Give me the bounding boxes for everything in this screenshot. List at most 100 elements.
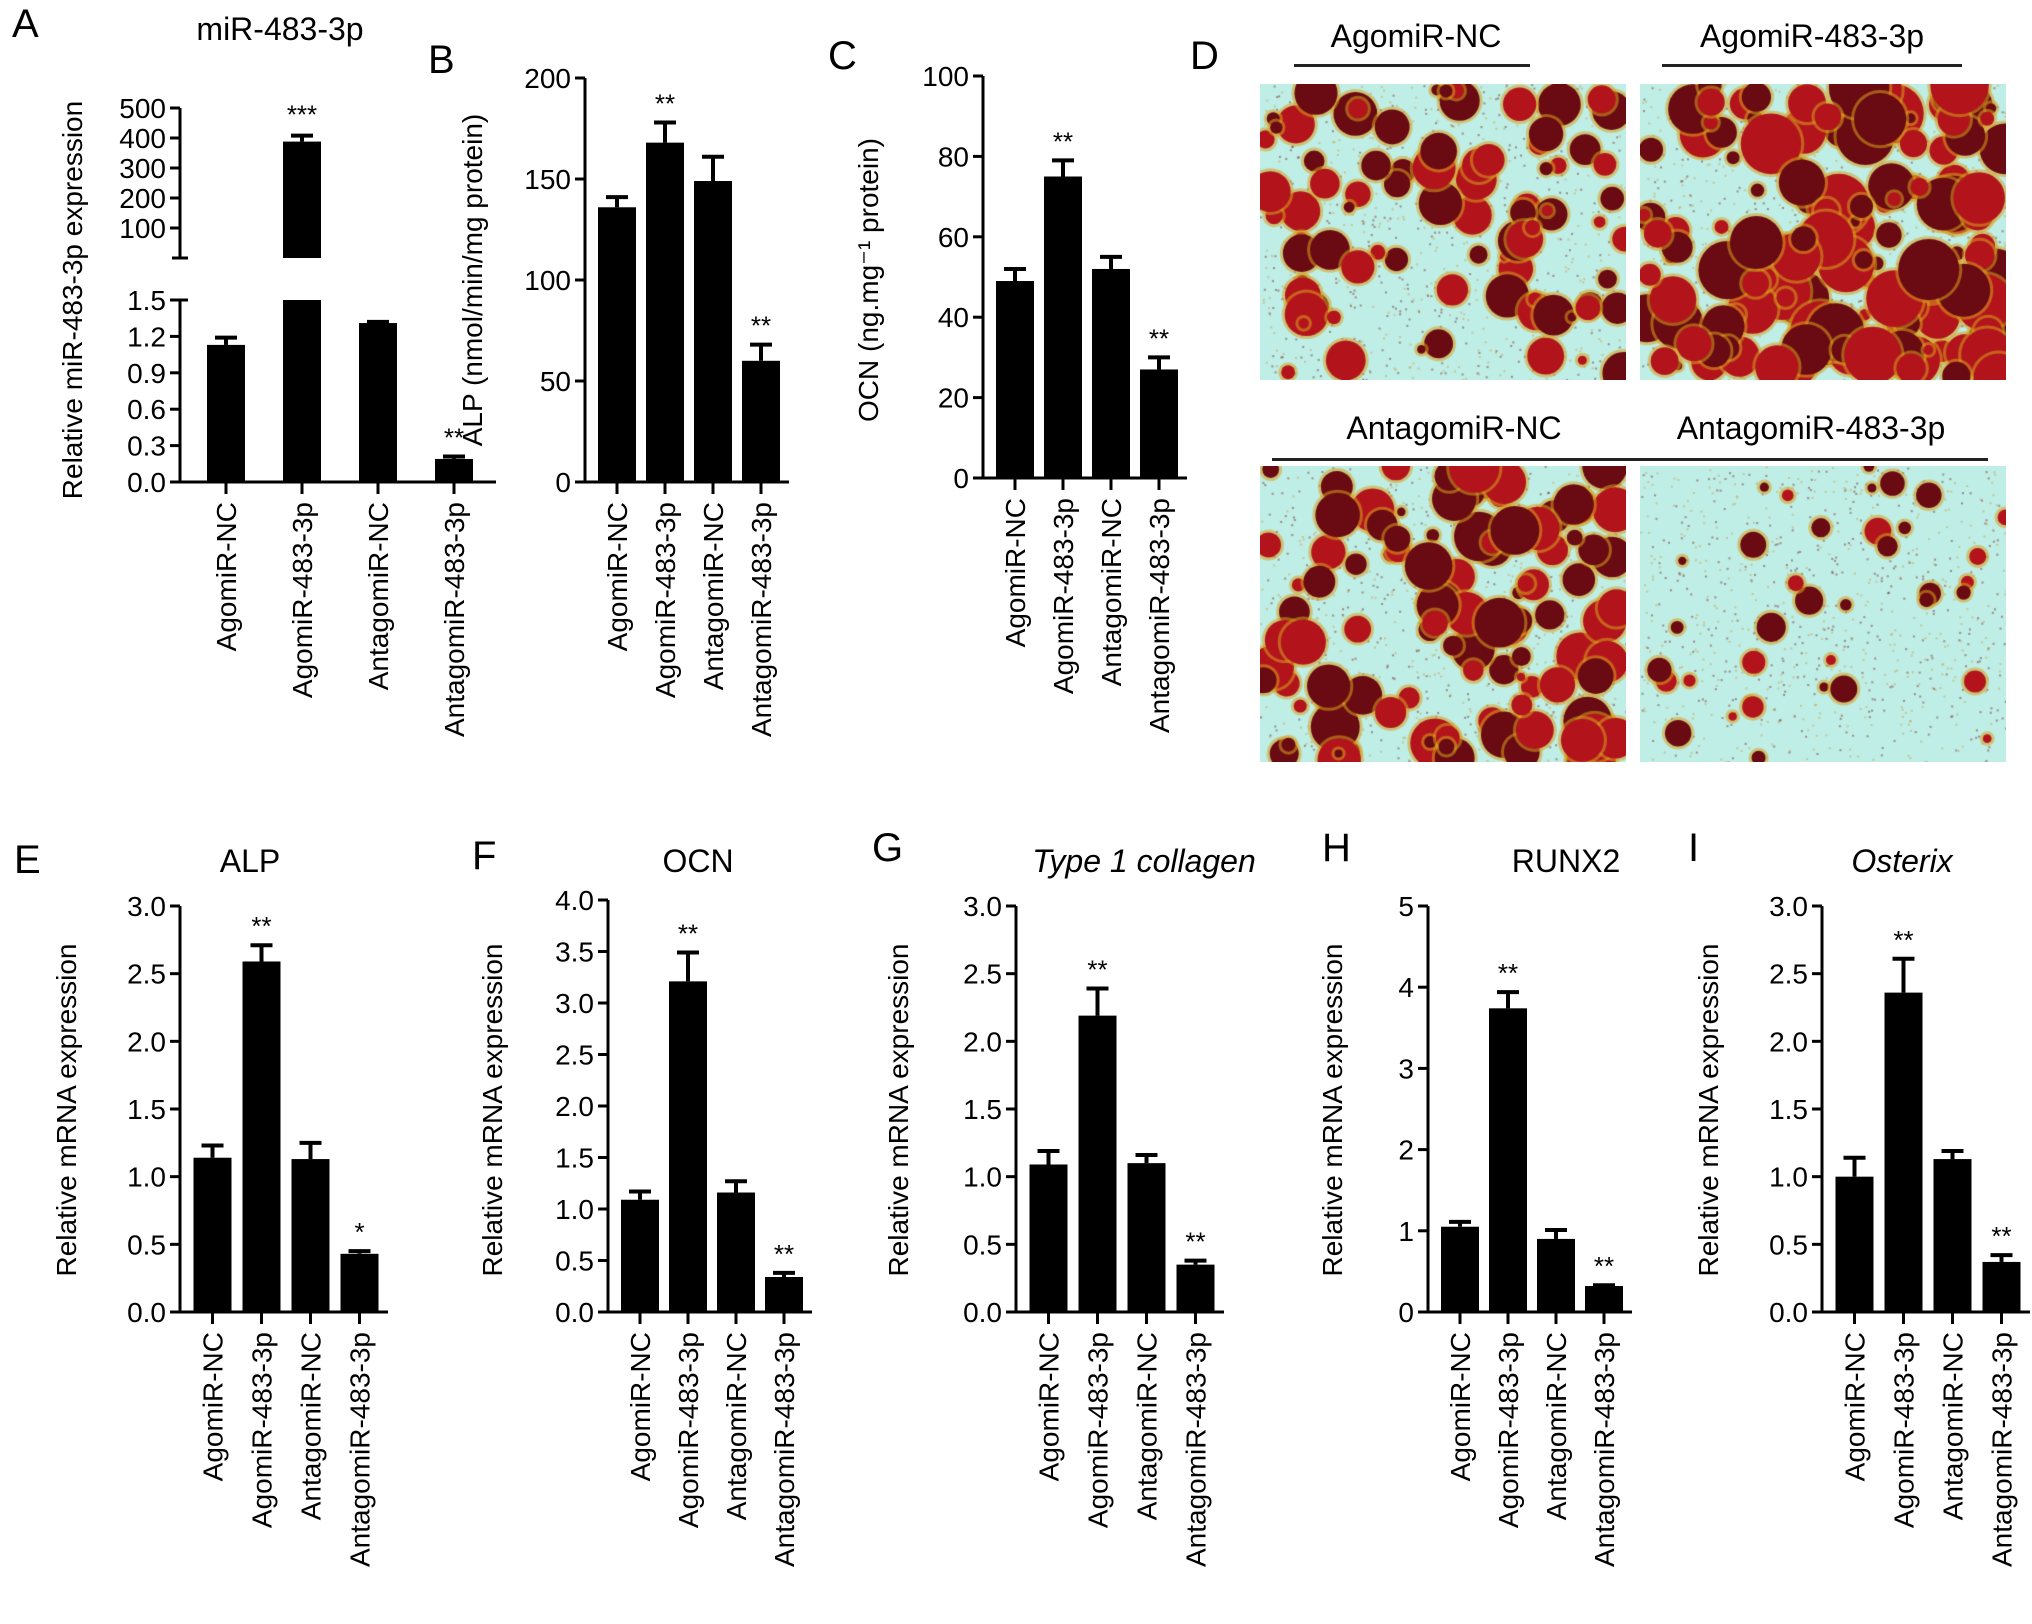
y-tick-label: 150 [524,164,571,195]
significance-marker: *** [287,100,317,130]
y-tick-label: 0 [555,467,571,498]
x-tick-label: AgomiR-483-3p [287,502,318,698]
chart-title: ALP [220,843,280,879]
chart-b-alp-activity: ALP (nmol/min/mg protein) 0 50 100 150 200 ** *… [457,63,789,737]
y-tick-label: 80 [938,141,969,172]
y-tick-label: 2 [1398,1135,1414,1166]
bar-upper-segment [283,141,321,258]
y-tick-label: 1.2 [127,321,166,352]
y-tick-label: 3.0 [963,891,1002,922]
x-tick-label: AgomiR-NC [1034,1332,1065,1481]
bar [1176,1264,1215,1312]
bar [242,961,281,1312]
y-tick-label: 100 [524,265,571,296]
panel-letter-g: G [872,826,904,870]
x-tick-label: AgomiR-NC [602,502,633,651]
y-tick-label: 1.0 [1769,1162,1808,1193]
micrograph-antagomir-483-3p [1640,466,2006,762]
chart-title: Type 1 collagen [1032,843,1256,879]
y-tick-label: 500 [119,93,166,124]
bar [1884,992,1923,1312]
y-tick-label: 0 [953,463,969,494]
y-tick-label: 2.0 [1769,1026,1808,1057]
y-tick-label: 2.0 [127,1026,166,1057]
bar [669,981,707,1312]
y-axis-label: Relative mRNA expression [883,943,914,1276]
chart-c-ocn-protein: OCN (ng.mg⁻¹ protein) 0 20 40 60 80 100 ** ** Ago… [853,61,1187,733]
panel-letter-h: H [1322,826,1351,870]
y-tick-label: 1.5 [127,1094,166,1125]
significance-marker: ** [1087,955,1107,985]
bar [717,1192,755,1312]
bar [1835,1176,1874,1312]
y-tick-label: 200 [119,183,166,214]
y-tick-label: 0.5 [963,1229,1002,1260]
micrograph-group-line-agomir-483 [1662,64,1962,67]
y-tick-label: 3.0 [555,988,594,1019]
y-tick-label: 0.3 [127,431,166,462]
bar [193,1157,232,1312]
panel-letter-e: E [14,838,41,882]
bar [1585,1286,1623,1312]
x-tick-label: AntagomiR-483-3p [439,502,470,737]
x-tick-label: AntagomiR-483-3p [1589,1332,1620,1567]
x-tick-label: AntagomiR-NC [1541,1332,1572,1520]
bar [340,1253,379,1312]
significance-marker: ** [678,919,698,949]
significance-marker: ** [1498,958,1518,988]
y-tick-label: 1.0 [555,1194,594,1225]
y-tick-label: 3.0 [127,891,166,922]
panel-letter-b: B [428,38,455,82]
bar [996,281,1034,478]
significance-marker: ** [1149,323,1169,353]
significance-marker: ** [1594,1251,1614,1281]
chart-title: RUNX2 [1512,843,1620,879]
y-tick-label: 2.5 [963,959,1002,990]
y-tick-label: 0.0 [555,1297,594,1328]
bar [694,181,732,482]
significance-marker: ** [1053,126,1073,156]
chart-title: miR-483-3p [196,11,363,47]
y-tick-label: 1.0 [127,1162,166,1193]
x-tick-label: AntagomiR-483-3p [345,1332,376,1567]
x-tick-label: AgomiR-483-3p [650,502,681,698]
y-tick-label: 50 [540,366,571,397]
y-tick-label: 0.0 [963,1297,1002,1328]
y-tick-label: 3.5 [555,937,594,968]
y-tick-label: 0.9 [127,358,166,389]
chart-h-runx2-mrna: RUNX2 Relative mRNA expression 0 1 2 3 4 5 ** ** A… [1317,843,1632,1567]
y-tick-label: 2.5 [127,959,166,990]
bar [1078,1015,1117,1312]
y-tick-label: 0.5 [1769,1229,1808,1260]
y-axis-label: OCN (ng.mg⁻¹ protein) [853,138,884,422]
y-tick-label: 2.0 [555,1091,594,1122]
panel-letter-c: C [828,34,857,78]
bar [291,1159,330,1312]
y-axis-label: Relative miR-483-3p expression [57,101,88,499]
y-tick-label: 2.5 [1769,959,1808,990]
bar [1127,1163,1166,1312]
bar [765,1276,803,1312]
y-axis-label: Relative mRNA expression [1317,943,1348,1276]
panel-letter-i: I [1688,826,1700,870]
micrograph-label-antagomir-483: AntagomiR-483-3p [1676,410,1946,446]
y-tick-label: 2.5 [555,1040,594,1071]
significance-marker: ** [1185,1227,1205,1257]
y-tick-label: 1.0 [963,1162,1002,1193]
chart-e-alp-mrna: ALP Relative mRNA expression 0.0 0.5 1.0 1.5 2… [51,843,388,1567]
x-tick-label: AgomiR-483-3p [1048,498,1079,694]
bar [1537,1238,1575,1312]
y-tick-label: 1.5 [127,285,166,316]
micrograph-label-agomir-483: AgomiR-483-3p [1699,18,1925,54]
significance-marker: ** [1991,1221,2011,1251]
significance-marker: ** [1893,925,1913,955]
x-tick-label: AgomiR-483-3p [247,1332,278,1528]
panel-letter-a: A [12,2,39,46]
x-tick-label: AgomiR-NC [211,502,242,651]
x-tick-label: AntagomiR-NC [1132,1332,1163,1520]
significance-marker: ** [655,88,675,118]
x-tick-label: AgomiR-483-3p [1493,1332,1524,1528]
y-tick-label: 1.5 [963,1094,1002,1125]
bar-lower-segment [283,300,321,482]
bar [207,344,245,482]
